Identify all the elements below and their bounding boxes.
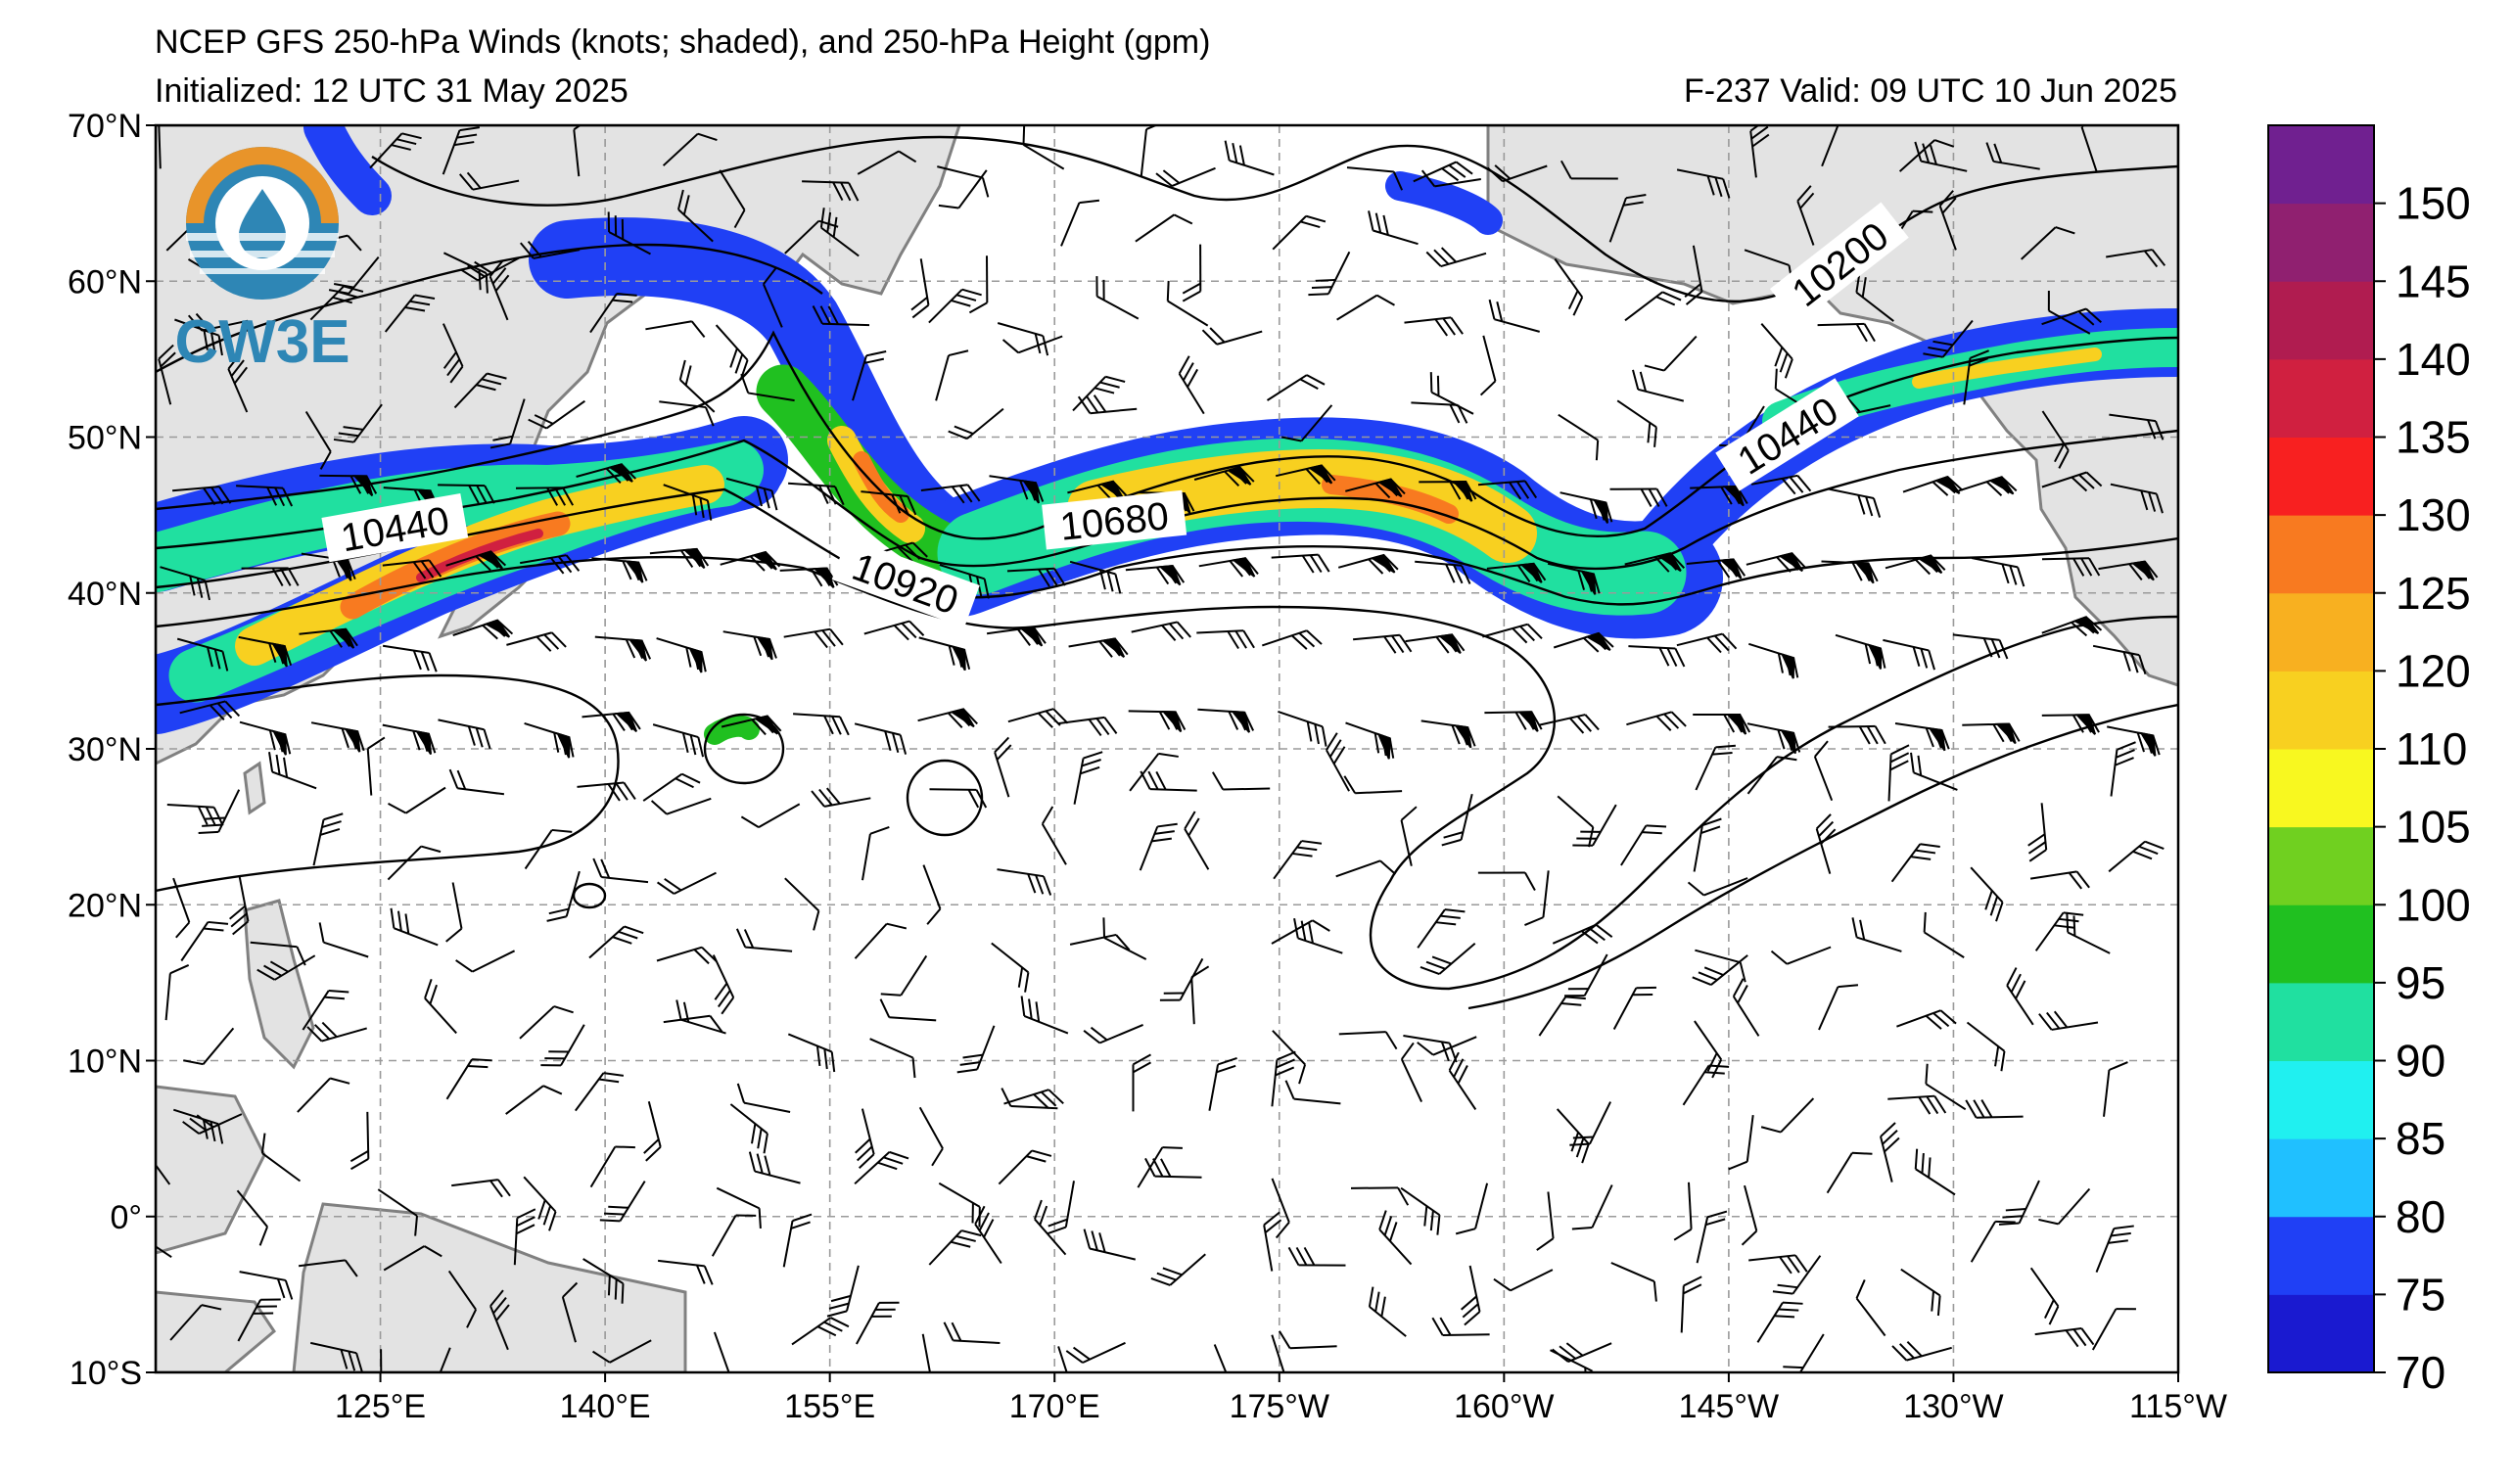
chart-title: NCEP GFS 250-hPa Winds (knots; shaded), … <box>155 23 1210 61</box>
colorbar-swatch <box>2268 827 2374 905</box>
colorbar-swatch <box>2268 983 2374 1061</box>
barb-feather <box>914 1380 934 1393</box>
lon-tick-label: 160°W <box>1454 1388 1554 1425</box>
colorbar-swatch <box>2268 904 2374 983</box>
lat-tick-label: 10°S <box>70 1355 142 1392</box>
jet-band-85kt <box>715 726 749 734</box>
colorbar-swatch <box>2268 1294 2374 1372</box>
lon-tick-label: 140°E <box>560 1388 651 1425</box>
colorbar-label: 70 <box>2396 1347 2445 1398</box>
colorbar-label: 90 <box>2396 1036 2445 1087</box>
colorbar-label: 120 <box>2396 645 2471 696</box>
colorbar-swatch <box>2268 125 2374 204</box>
colorbar-label: 140 <box>2396 334 2471 385</box>
colorbar-label: 135 <box>2396 412 2471 463</box>
cw3e-logo: CW3E <box>174 147 349 376</box>
lon-tick-label: 170°E <box>1009 1388 1100 1425</box>
colorbar-label: 95 <box>2396 957 2445 1008</box>
colorbar-swatch <box>2268 515 2374 593</box>
colorbar-swatch <box>2268 593 2374 672</box>
logo-waves <box>190 251 335 257</box>
colorbar-label: 150 <box>2396 178 2471 229</box>
colorbar-label: 130 <box>2396 489 2471 540</box>
colorbar-swatch <box>2268 1138 2374 1217</box>
barb-staff <box>1351 1187 1398 1188</box>
colorbar-label: 75 <box>2396 1269 2445 1320</box>
logo-waves <box>200 268 325 274</box>
lon-tick-label: 130°W <box>1903 1388 2003 1425</box>
lat-tick-label: 10°N <box>68 1043 142 1081</box>
lat-tick-label: 70°N <box>68 108 142 145</box>
colorbar-label: 85 <box>2396 1113 2445 1164</box>
lat-tick-label: 40°N <box>68 576 142 613</box>
barb-feather <box>1584 1371 1601 1392</box>
colorbar-swatch <box>2268 1061 2374 1139</box>
lon-tick-label: 125°E <box>335 1388 426 1425</box>
colorbar-swatch <box>2268 1217 2374 1295</box>
taiwan-land <box>245 764 264 812</box>
barb-feather <box>136 1128 156 1146</box>
lat-tick-label: 50°N <box>68 420 142 457</box>
colorbar-swatch <box>2268 438 2374 516</box>
init-time: Initialized: 12 UTC 31 May 2025 <box>155 72 628 110</box>
colorbar-swatch <box>2268 281 2374 359</box>
lat-tick-label: 20°N <box>68 887 142 924</box>
lat-tick-label: 0° <box>110 1199 142 1236</box>
colorbar-label: 110 <box>2396 723 2467 774</box>
colorbar-label: 105 <box>2396 802 2471 853</box>
logo-waves <box>186 233 339 241</box>
colorbar-swatch <box>2268 204 2374 282</box>
colorbar-swatch <box>2268 359 2374 438</box>
colorbar-label: 145 <box>2396 255 2471 306</box>
colorbar-label: 125 <box>2396 568 2471 619</box>
colorbar: 70 75 80 85 90 95 100 105 110 120 125 130 135 140 145 1… <box>2268 125 2471 1398</box>
colorbar-swatch <box>2268 749 2374 827</box>
lon-tick-label: 155°E <box>784 1388 875 1425</box>
colorbar-swatch <box>2268 671 2374 749</box>
lon-tick-label: 145°W <box>1679 1388 1779 1425</box>
logo-text: CW3E <box>174 308 349 376</box>
colorbar-label: 100 <box>2396 879 2471 930</box>
barb-staff <box>1223 789 1270 790</box>
lon-tick-label: 175°W <box>1230 1388 1329 1425</box>
lat-tick-label: 30°N <box>68 731 142 768</box>
barb-feather <box>1267 1372 1286 1387</box>
lat-tick-label: 60°N <box>68 263 142 301</box>
lon-tick-label: 115°W <box>2129 1388 2227 1425</box>
barb-feather <box>714 1376 733 1391</box>
colorbar-label: 80 <box>2396 1191 2445 1242</box>
valid-time: F-237 Valid: 09 UTC 10 Jun 2025 <box>1684 72 2177 110</box>
barb-feather <box>159 112 176 122</box>
